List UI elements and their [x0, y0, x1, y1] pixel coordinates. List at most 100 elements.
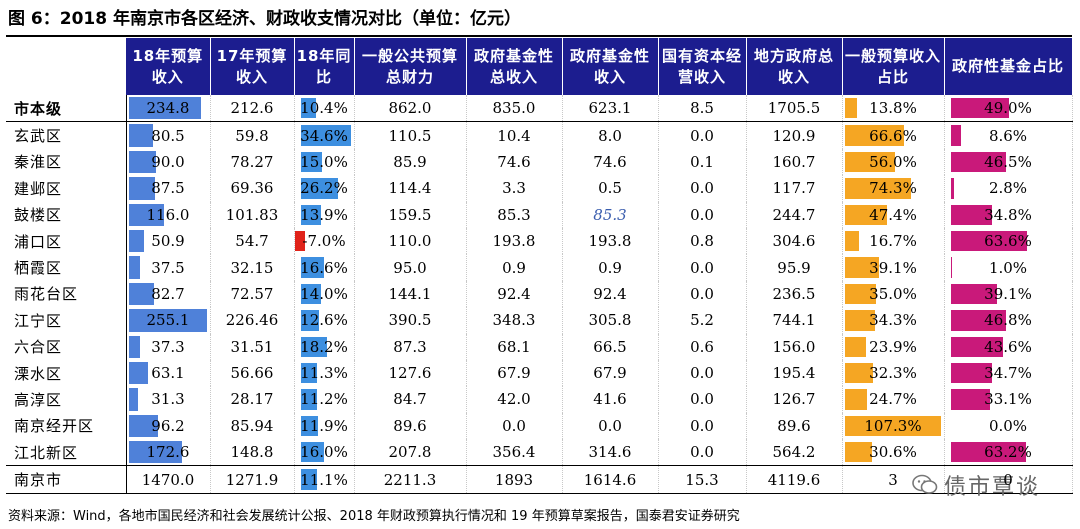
table-cell: 15.3	[658, 465, 747, 494]
budget-share-bar	[844, 283, 876, 305]
table-cell: 95.9	[746, 254, 843, 281]
row-label: 市本级	[6, 95, 127, 123]
table-cell: 126.7	[746, 386, 843, 413]
cell-value: 110.0	[388, 232, 432, 251]
table-cell: 120.9	[746, 121, 843, 149]
cell-value: 11.1%	[300, 470, 348, 489]
table-cell: 8.5	[658, 95, 747, 123]
table-cell: 80.5	[126, 121, 211, 149]
row-label: 南京经开区	[6, 412, 127, 440]
fund-share-bar	[950, 178, 954, 199]
table-cell: 49.0%	[944, 95, 1073, 123]
cell-value: 50.9	[151, 232, 185, 251]
table-cell: 54.7	[210, 227, 295, 255]
table-cell: 31.3	[126, 386, 211, 413]
table-cell: 8.6%	[944, 121, 1073, 149]
budget-bar	[128, 229, 145, 253]
table-cell: 114.4	[354, 175, 467, 202]
table-cell: 89.6	[746, 412, 843, 440]
col-header: 17年预算收入	[210, 38, 295, 95]
cell-value: 126.7	[772, 390, 816, 409]
table-cell: 117.7	[746, 175, 843, 202]
cell-value: 117.7	[772, 179, 816, 198]
cell-value: 744.1	[772, 311, 816, 330]
cell-value: 193.8	[588, 232, 632, 251]
yoy-bar	[300, 125, 351, 146]
yoy-bar	[300, 336, 327, 357]
cell-value: 32.15	[230, 258, 274, 277]
cell-value: 74.6	[593, 152, 627, 171]
table-cell: 42.0	[466, 386, 563, 413]
cell-value: 193.8	[492, 232, 536, 251]
cell-value: 3.3	[502, 179, 526, 198]
cell-value: 314.6	[588, 443, 632, 462]
cell-value: 1614.6	[583, 470, 637, 489]
table-cell: 35.0%	[842, 280, 945, 308]
col-header: 一般公共预算总财力	[354, 38, 467, 95]
cell-value: 47.4%	[869, 205, 917, 224]
table-cell: 31.51	[210, 333, 295, 360]
col-header: 18年预算收入	[126, 38, 211, 95]
table-cell: 59.8	[210, 121, 295, 149]
cell-value: 1470.0	[141, 470, 195, 489]
cell-value: 33.1%	[984, 390, 1032, 409]
cell-value: 89.6	[393, 416, 427, 435]
table-cell: 0.9	[466, 254, 563, 281]
cell-value: 0.0	[690, 258, 714, 277]
cell-value: 234.8	[146, 99, 190, 118]
cell-value: 16.7%	[869, 232, 917, 251]
cell-value: 63.1	[151, 364, 185, 383]
table-cell: 39.1%	[944, 280, 1073, 308]
table-cell: 148.8	[210, 439, 295, 466]
cell-value: 348.3	[492, 311, 536, 330]
budget-share-bar	[844, 204, 887, 225]
cell-value: 87.5	[151, 179, 185, 198]
budget-share-bar	[844, 230, 860, 252]
cell-value: 92.4	[593, 284, 627, 303]
cell-value: 226.46	[225, 311, 279, 330]
cell-value: 244.7	[772, 205, 816, 224]
cell-value: 24.7%	[869, 390, 917, 409]
col-header: 一般预算收入占比	[842, 38, 945, 95]
cell-value: 63.6%	[984, 232, 1032, 251]
cell-value: 14.0%	[300, 284, 348, 303]
fund-share-bar	[950, 310, 1007, 331]
table-cell: 66.5	[562, 333, 659, 360]
cell-value: 8.6%	[988, 126, 1028, 145]
cell-value: 159.5	[388, 205, 432, 224]
budget-share-bar	[844, 125, 905, 146]
table-cell: 0.0	[658, 412, 747, 440]
cell-value: 34.3%	[869, 311, 917, 330]
cell-value: 31.3	[151, 390, 185, 409]
col-header: 政府性基金占比	[944, 38, 1073, 95]
table-cell: 564.2	[746, 439, 843, 466]
cell-value: 8.0	[598, 126, 622, 145]
cell-value: 34.6%	[300, 126, 348, 145]
budget-bar	[128, 177, 156, 200]
table-cell: 87.3	[354, 333, 467, 360]
cell-value: 356.4	[492, 443, 536, 462]
table-cell: 4119.6	[746, 465, 843, 494]
table-cell: 172.6	[126, 439, 211, 466]
cell-value: 304.6	[772, 232, 816, 251]
table-cell: 95.0	[354, 254, 467, 281]
fund-share-bar	[950, 151, 1007, 173]
table-cell: 10.4	[466, 121, 563, 149]
row-label: 南京市	[6, 465, 127, 494]
fund-share-bar	[950, 389, 991, 410]
cell-value: 127.6	[388, 364, 432, 383]
cell-value: 85.9	[393, 152, 427, 171]
table-cell: 37.3	[126, 333, 211, 360]
header-corner	[6, 38, 126, 95]
cell-value: 90.0	[151, 152, 185, 171]
fund-share-bar	[950, 283, 998, 305]
table-cell: 13.8%	[842, 95, 945, 123]
table-row: 南京经开区 96.2 85.94 11.9% 89.6 0.0 0.0 0.0 89.6 107.…	[6, 412, 1073, 440]
table-cell: 314.6	[562, 439, 659, 466]
table-cell: 0.9	[562, 254, 659, 281]
cell-value: 0.1	[690, 152, 714, 171]
table-cell: 0.0	[658, 121, 747, 149]
cell-value: 110.5	[388, 126, 432, 145]
table-cell: 3.3	[466, 175, 563, 202]
cell-value: 89.6	[777, 416, 811, 435]
